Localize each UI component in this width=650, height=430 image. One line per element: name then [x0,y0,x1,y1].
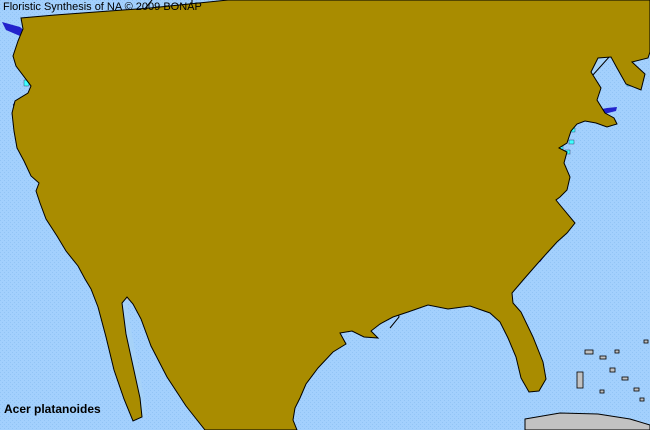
bahamas [576,339,649,402]
cuba-bahamas [524,339,650,430]
gulf-of-california [122,302,146,418]
cuba [524,412,650,430]
county-record-marker [568,139,575,145]
map-title: Floristic Synthesis of NA © 2009 BONAP [3,1,202,13]
species-label: Acer platanoides [4,402,101,416]
